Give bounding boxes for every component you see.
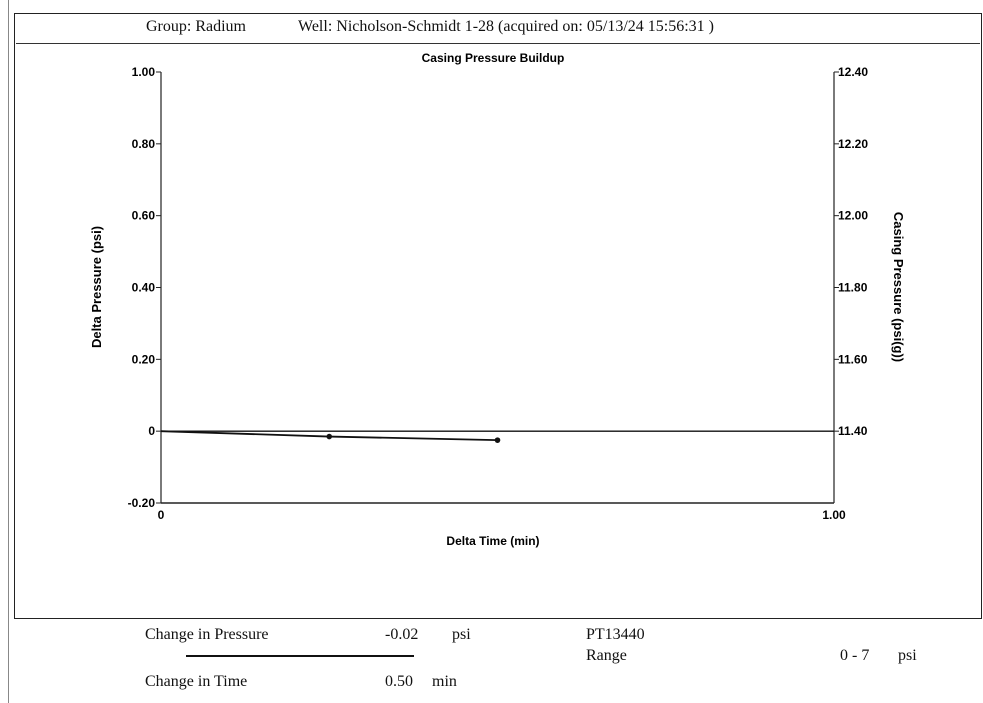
range-label: Range bbox=[586, 647, 627, 664]
range-unit: psi bbox=[898, 647, 917, 664]
y-tick-label: 0.40 bbox=[132, 281, 156, 295]
report-frame bbox=[14, 13, 982, 619]
y2-tick-label: 11.80 bbox=[838, 281, 868, 295]
y2-tick-label: 11.60 bbox=[838, 352, 868, 366]
data-point bbox=[326, 433, 333, 440]
y-tick-label: -0.20 bbox=[128, 496, 156, 510]
y2-axis-label: Casing Pressure (psi(g)) bbox=[891, 212, 906, 362]
x-tick-label: 1.00 bbox=[822, 508, 846, 522]
footer-divider bbox=[186, 655, 414, 657]
pressure-change-unit: psi bbox=[452, 626, 471, 643]
x-axis-label: Delta Time (min) bbox=[446, 534, 539, 548]
well-label: Well: Nicholson-Schmidt 1-28 (acquired o… bbox=[298, 18, 714, 35]
time-change-unit: min bbox=[432, 673, 457, 690]
data-point bbox=[494, 437, 501, 443]
sensor-id: PT13440 bbox=[586, 626, 645, 643]
x-tick-label: 0 bbox=[158, 508, 165, 522]
pressure-change-value: -0.02 bbox=[385, 626, 419, 643]
range-value: 0 - 7 bbox=[840, 647, 870, 664]
y-tick-label: 0.20 bbox=[132, 352, 156, 366]
left-margin-line bbox=[8, 0, 9, 703]
header-separator bbox=[16, 43, 980, 44]
y-tick-label: 0 bbox=[148, 424, 155, 438]
time-change-label: Change in Time bbox=[145, 673, 248, 690]
group-label: Group: Radium bbox=[146, 18, 246, 35]
y-tick-label: 1.00 bbox=[132, 65, 156, 79]
y2-tick-label: 11.40 bbox=[838, 424, 868, 438]
y-tick-label: 0.80 bbox=[132, 137, 156, 151]
y2-tick-label: 12.40 bbox=[838, 65, 868, 79]
chart-title: Casing Pressure Buildup bbox=[422, 51, 565, 65]
y2-tick-label: 12.20 bbox=[838, 137, 868, 151]
y-axis-label: Delta Pressure (psi) bbox=[89, 226, 104, 348]
y-tick-label: 0.60 bbox=[132, 209, 156, 223]
time-change-value: 0.50 bbox=[385, 673, 413, 690]
pressure-change-label: Change in Pressure bbox=[145, 626, 269, 643]
y2-tick-label: 12.00 bbox=[838, 209, 868, 223]
